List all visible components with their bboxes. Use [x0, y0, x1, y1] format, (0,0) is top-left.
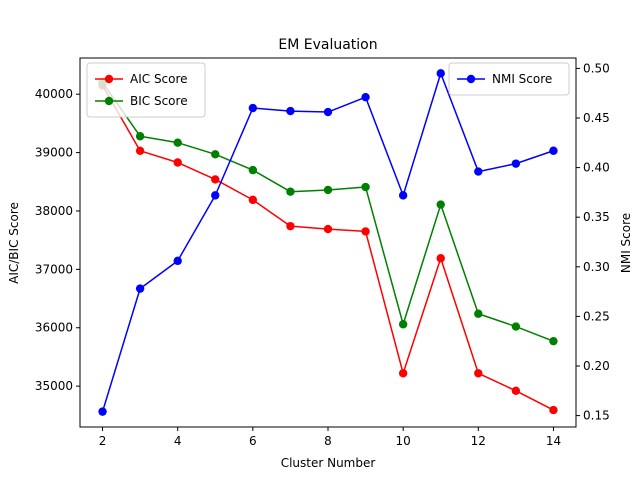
x-tick-label: 6 [249, 434, 257, 448]
bic-score-point [398, 320, 408, 329]
nmi-score-legend-label: NMI Score [492, 72, 552, 86]
bic-score-point [323, 185, 333, 195]
nmi-score-point [436, 69, 445, 78]
right-y-tick-label: 0.25 [583, 309, 610, 323]
right-y-tick-label: 0.20 [583, 359, 610, 373]
right-legend-box [448, 62, 570, 96]
x-tick-label: 8 [324, 434, 332, 448]
nmi-score-point [173, 256, 182, 266]
bic-score-point [511, 322, 521, 331]
aic-score-point [211, 175, 220, 184]
aic-score-point [323, 224, 333, 234]
aic-score-point [361, 227, 370, 236]
bic-score-line [101, 82, 554, 342]
bic-score-point [135, 132, 145, 141]
aic-score-point [286, 221, 295, 231]
bic-score-legend-label: BIC Score [130, 94, 188, 108]
aic-score-point [135, 146, 145, 156]
nmi-score-point [549, 146, 558, 155]
bic-score-point [474, 309, 483, 318]
aic-score-legend-marker [104, 74, 114, 84]
right-y-tick-label: 0.15 [583, 409, 610, 423]
right-y-axis-label: NMI Score [619, 213, 633, 273]
left-y-tick-label: 35000 [35, 379, 73, 393]
left-y-tick-label: 38000 [35, 204, 73, 218]
bic-score-point [173, 138, 182, 147]
right-y-tick-label: 0.40 [583, 161, 610, 175]
nmi-score-point [248, 103, 258, 113]
aic-score-point [511, 386, 521, 395]
right-y-tick-label: 0.45 [583, 111, 610, 125]
left-y-tick-label: 40000 [35, 87, 73, 101]
plot-area: 2 4 6 8 10 12 14 35000 36000 37000 38000 39000 40000… [35, 57, 610, 448]
nmi-score-point [286, 106, 295, 116]
x-tick-label: 10 [396, 434, 411, 448]
left-y-tick-label: 39000 [35, 146, 73, 160]
x-axis-label: Cluster Number [281, 456, 376, 470]
left-y-axis-label: AIC/BIC Score [7, 202, 21, 284]
bic-score-point [436, 200, 445, 209]
aic-score-point [549, 405, 558, 415]
x-tick-label: 12 [471, 434, 486, 448]
left-y-tick-label: 36000 [35, 321, 73, 335]
nmi-score-point [98, 407, 107, 416]
bic-score-point [248, 165, 258, 175]
nmi-score-point [323, 107, 333, 117]
aic-score-point [474, 369, 483, 378]
bic-score-point [211, 150, 220, 159]
chart-title: EM Evaluation [278, 37, 377, 53]
nmi-score-point [135, 284, 145, 293]
nmi-score-point [511, 159, 521, 168]
bic-score-point [286, 187, 295, 196]
aic-score-point [248, 195, 258, 205]
left-y-tick-label: 37000 [35, 262, 73, 276]
right-y-tick-label: 0.50 [583, 61, 610, 75]
bic-score-point [549, 336, 558, 346]
nmi-score-line [101, 72, 554, 412]
aic-score-point [398, 369, 408, 378]
right-y-tick-label: 0.35 [583, 210, 610, 224]
aic-score-point [436, 254, 445, 263]
aic-score-point [173, 158, 182, 167]
nmi-score-point [474, 167, 483, 176]
bic-score-point [361, 182, 370, 192]
bic-score-legend-marker [104, 96, 114, 106]
x-tick-label: 4 [174, 434, 182, 448]
x-tick-label: 2 [99, 434, 107, 448]
nmi-score-point [211, 191, 220, 200]
aic-score-line [101, 85, 554, 411]
right-y-tick-label: 0.30 [583, 260, 610, 274]
nmi-score-point [361, 92, 370, 102]
left-legend-box [86, 62, 206, 118]
nmi-score-legend-marker [466, 74, 476, 84]
aic-score-legend-label: AIC Score [130, 72, 188, 86]
x-tick-label: 14 [546, 434, 561, 448]
nmi-score-point [398, 191, 408, 200]
